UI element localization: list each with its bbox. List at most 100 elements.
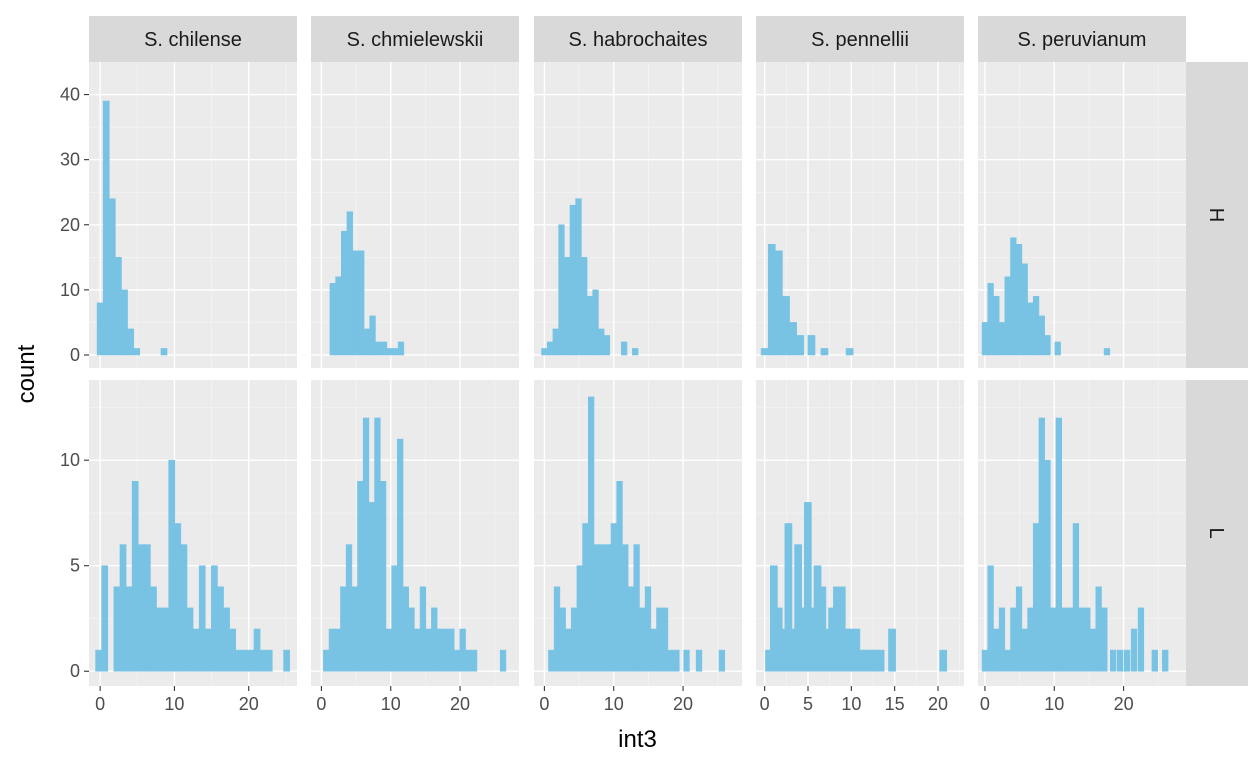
histogram-bar	[1162, 649, 1169, 672]
histogram-bar	[186, 607, 194, 672]
histogram-bar	[888, 628, 896, 672]
facet-strip-background	[89, 16, 297, 62]
histogram-bar	[586, 296, 594, 356]
histogram-bar	[113, 586, 121, 672]
histogram-bar	[632, 348, 639, 356]
facet-row-strip-label: L	[1205, 527, 1227, 538]
panel-s-chilense-h	[89, 62, 297, 368]
histogram-bar	[563, 257, 571, 356]
histogram-bar	[807, 335, 816, 356]
x-tick-label: 20	[1114, 694, 1134, 714]
histogram-bar	[357, 480, 364, 672]
histogram-bar	[217, 586, 224, 672]
histogram-bar	[198, 565, 206, 672]
histogram-bar	[1021, 628, 1028, 672]
histogram-bar	[385, 628, 392, 672]
panel-background	[756, 62, 964, 368]
panel-s-habrochaites-h	[534, 62, 742, 368]
histogram-bar	[419, 586, 427, 672]
histogram-bar	[160, 348, 168, 356]
histogram-bar	[1044, 459, 1051, 672]
histogram-bar	[127, 328, 134, 356]
y-tick-label: 10	[60, 450, 80, 470]
facet-strip-label: S. habrochaites	[569, 29, 708, 51]
histogram-bar	[1010, 237, 1017, 356]
histogram-bar	[1027, 302, 1034, 356]
x-tick-label: 5	[803, 694, 813, 714]
histogram-bar	[552, 328, 559, 356]
histogram-bar	[283, 649, 290, 672]
histogram-bar	[667, 649, 674, 672]
histogram-bar	[565, 628, 572, 672]
histogram-bar	[323, 649, 330, 672]
histogram-bar	[150, 586, 157, 672]
histogram-bar	[329, 283, 336, 356]
histogram-bar	[673, 649, 680, 672]
histogram-bar	[1110, 649, 1117, 672]
x-tick-label: 20	[673, 694, 693, 714]
histogram-bar	[465, 649, 472, 672]
panel-s-peruvianum-h	[978, 62, 1186, 368]
histogram-bar	[541, 348, 548, 356]
histogram-bar	[1151, 649, 1158, 672]
facet-strip-s-pennellii: S. pennellii	[756, 16, 964, 62]
histogram-bar	[582, 523, 589, 672]
histogram-bar	[845, 348, 854, 356]
histogram-bar	[656, 607, 663, 672]
histogram-bar	[115, 257, 122, 356]
histogram-bar	[587, 396, 595, 672]
x-tick-label: 10	[604, 694, 624, 714]
histogram-bar	[174, 523, 182, 672]
histogram-bar	[156, 607, 163, 672]
histogram-bar	[101, 565, 109, 672]
histogram-bar	[1067, 607, 1074, 672]
x-axis-title: int3	[618, 726, 657, 753]
histogram-bar	[448, 628, 455, 672]
histogram-bar	[125, 586, 133, 672]
histogram-bar	[391, 565, 398, 672]
histogram-bar	[981, 322, 989, 356]
histogram-bar	[1055, 417, 1062, 672]
histogram-bar	[1032, 296, 1040, 356]
histogram-bar	[1061, 607, 1068, 672]
x-tick-label: 0	[539, 694, 549, 714]
histogram-bar	[553, 586, 561, 672]
histogram-bar	[1044, 335, 1051, 356]
histogram-bar	[402, 586, 409, 672]
histogram-bar	[592, 289, 599, 356]
facet-strip-background	[534, 16, 742, 62]
histogram-bar	[987, 565, 994, 672]
panel-s-peruvianum-l	[978, 380, 1186, 686]
histogram-bar	[633, 544, 640, 672]
histogram-bar	[380, 341, 388, 356]
histogram-bar	[998, 607, 1006, 672]
x-tick-label: 0	[95, 694, 105, 714]
panel-s-chilense-l	[89, 380, 297, 686]
y-tick-label: 40	[60, 85, 80, 105]
histogram-bar	[241, 649, 249, 672]
histogram-bar	[782, 296, 790, 356]
histogram-bar	[168, 459, 176, 672]
histogram-bar	[939, 649, 948, 672]
histogram-bar	[265, 649, 273, 672]
histogram-bar	[144, 544, 151, 672]
histogram-bar	[368, 502, 375, 672]
histogram-bar	[351, 586, 358, 672]
histogram-bar	[546, 341, 554, 356]
facet-strip-label: S. chmielewskii	[347, 29, 484, 51]
x-tick-label: 10	[1044, 694, 1064, 714]
histogram-bar	[627, 586, 635, 672]
histogram-bar	[470, 649, 478, 672]
y-axis-title: count	[13, 344, 40, 403]
histogram-bar	[95, 649, 103, 672]
histogram-bar	[581, 257, 588, 356]
facet-strip-s-chmielewskii: S. chmielewskii	[311, 16, 519, 62]
x-tick-label: 10	[164, 694, 184, 714]
histogram-bar	[650, 628, 657, 672]
panel-s-chmielewskii-h	[311, 62, 519, 368]
histogram-bar	[204, 628, 212, 672]
histogram-bar	[362, 417, 370, 672]
x-tick-label: 20	[239, 694, 259, 714]
y-tick-label: 20	[60, 215, 80, 235]
histogram-bar	[981, 649, 989, 672]
